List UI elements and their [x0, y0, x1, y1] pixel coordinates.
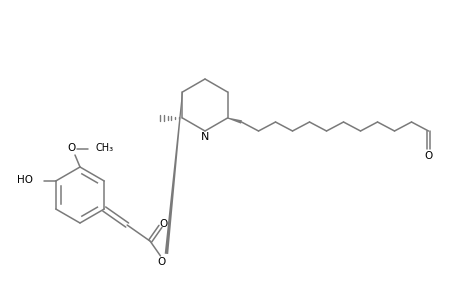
Text: O: O: [157, 257, 165, 267]
Text: O: O: [68, 143, 76, 153]
Text: CH₃: CH₃: [96, 143, 114, 153]
Text: HO: HO: [17, 175, 33, 185]
Polygon shape: [164, 92, 183, 254]
Polygon shape: [227, 118, 241, 124]
Text: O: O: [424, 151, 432, 161]
Text: O: O: [159, 219, 167, 230]
Text: N: N: [201, 132, 209, 142]
